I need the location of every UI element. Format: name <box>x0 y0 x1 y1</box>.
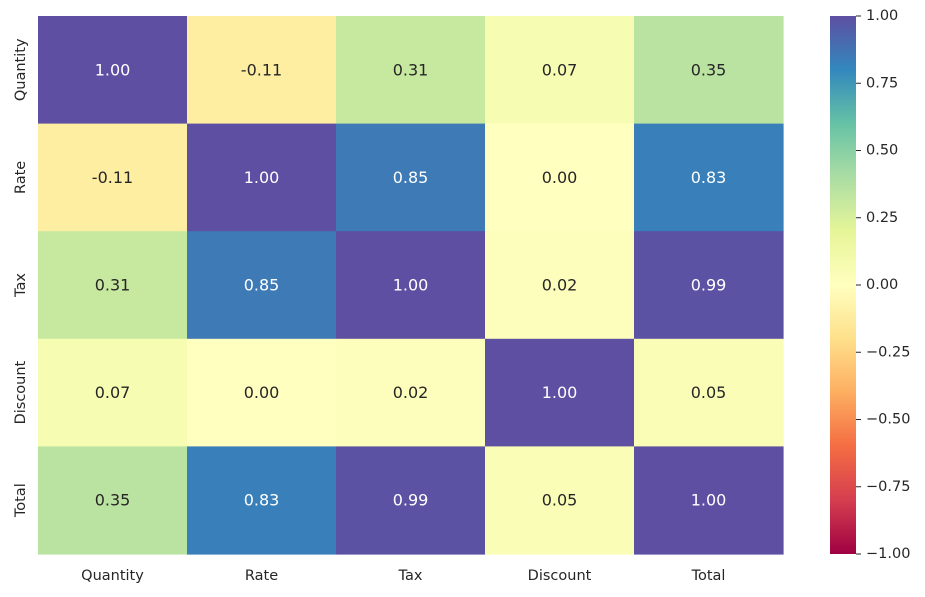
cell-value-label: 0.00 <box>542 168 578 187</box>
cell-value-label: 0.35 <box>691 60 727 79</box>
heatmap-cell-3-0 <box>38 338 188 447</box>
colorbar-tick-label: 0.00 <box>866 277 898 293</box>
cell-value-label: 0.83 <box>244 491 280 510</box>
cell-value-label: 0.05 <box>691 383 727 402</box>
cell-value-label: 0.05 <box>542 491 578 510</box>
x-tick-label: Rate <box>245 568 278 584</box>
cell-value-label: 1.00 <box>691 491 727 510</box>
colorbar-tick-label: −0.50 <box>866 412 910 428</box>
heatmap-cell-2-1 <box>187 231 337 340</box>
heatmap-cell-1-1 <box>187 123 337 232</box>
cell-value-label: 0.35 <box>95 491 131 510</box>
x-tick-label: Total <box>691 568 726 584</box>
colorbar-tick-label: 0.25 <box>866 210 898 226</box>
cell-value-label: 1.00 <box>542 383 578 402</box>
heatmap-cell-2-4 <box>634 231 784 340</box>
cell-value-label: -0.11 <box>241 60 282 79</box>
cell-value-label: 1.00 <box>393 276 429 295</box>
x-tick-label: Discount <box>528 568 592 584</box>
heatmap-cell-0-0 <box>38 16 188 125</box>
x-tick-labels: Quantity Rate Tax Discount Total <box>81 568 725 584</box>
colorbar: 1.00 0.75 0.50 0.25 0.00 −0.25 −0.50 −0.75 −1.00 <box>830 8 910 562</box>
cell-value-label: 0.99 <box>691 276 727 295</box>
cell-value-label: 0.99 <box>393 491 429 510</box>
colorbar-tick-label: 1.00 <box>866 8 898 24</box>
heatmap-cell-2-0 <box>38 231 188 340</box>
y-tick-label: Total <box>13 483 29 518</box>
heatmap-annotations: 1.00 -0.11 0.31 0.07 0.35 -0.11 1.00 0.85 0.00 0.… <box>92 60 727 509</box>
heatmap-cell-3-1 <box>187 338 337 447</box>
heatmap-cell-0-2 <box>336 16 486 125</box>
x-tick-label: Tax <box>398 568 423 584</box>
heatmap-cell-1-3 <box>485 123 635 232</box>
cell-value-label: 0.31 <box>393 60 429 79</box>
y-tick-labels: Quantity Rate Tax Discount Total <box>13 38 29 518</box>
heatmap-cell-4-3 <box>485 446 635 555</box>
cell-value-label: 0.07 <box>542 60 578 79</box>
heatmap-cell-2-3 <box>485 231 635 340</box>
heatmap-cell-3-3 <box>485 338 635 447</box>
heatmap-cell-4-4 <box>634 446 784 555</box>
cell-value-label: 1.00 <box>244 168 280 187</box>
x-tick-label: Quantity <box>81 568 144 584</box>
heatmap-cell-3-4 <box>634 338 784 447</box>
cell-value-label: 0.83 <box>691 168 727 187</box>
colorbar-tick-label: 0.50 <box>866 143 898 159</box>
heatmap-cell-2-2 <box>336 231 486 340</box>
cell-value-label: -0.11 <box>92 168 133 187</box>
colorbar-tick-label: −0.25 <box>866 344 910 360</box>
colorbar-tick-label: −1.00 <box>866 546 910 562</box>
heatmap-cell-3-2 <box>336 338 486 447</box>
heatmap-cell-1-4 <box>634 123 784 232</box>
heatmap-cell-1-2 <box>336 123 486 232</box>
y-tick-label: Tax <box>13 273 29 298</box>
colorbar-gradient <box>830 16 856 554</box>
cell-value-label: 0.02 <box>542 276 578 295</box>
cell-value-label: 0.07 <box>95 383 131 402</box>
cell-value-label: 1.00 <box>95 60 131 79</box>
heatmap-cells <box>38 16 784 555</box>
cell-value-label: 0.85 <box>393 168 429 187</box>
heatmap-cell-0-4 <box>634 16 784 125</box>
cell-value-label: 0.85 <box>244 276 280 295</box>
y-tick-label: Rate <box>13 161 29 194</box>
heatmap-cell-0-3 <box>485 16 635 125</box>
y-tick-label: Discount <box>13 360 29 424</box>
colorbar-tick-label: 0.75 <box>866 75 898 91</box>
cell-value-label: 0.02 <box>393 383 429 402</box>
heatmap-cell-0-1 <box>187 16 337 125</box>
heatmap-cell-4-2 <box>336 446 486 555</box>
cell-value-label: 0.31 <box>95 276 131 295</box>
cell-value-label: 0.00 <box>244 383 280 402</box>
y-tick-label: Quantity <box>13 38 29 101</box>
heatmap-cell-4-0 <box>38 446 188 555</box>
colorbar-tick-label: −0.75 <box>866 479 910 495</box>
heatmap-cell-4-1 <box>187 446 337 555</box>
heatmap-cell-1-0 <box>38 123 188 232</box>
